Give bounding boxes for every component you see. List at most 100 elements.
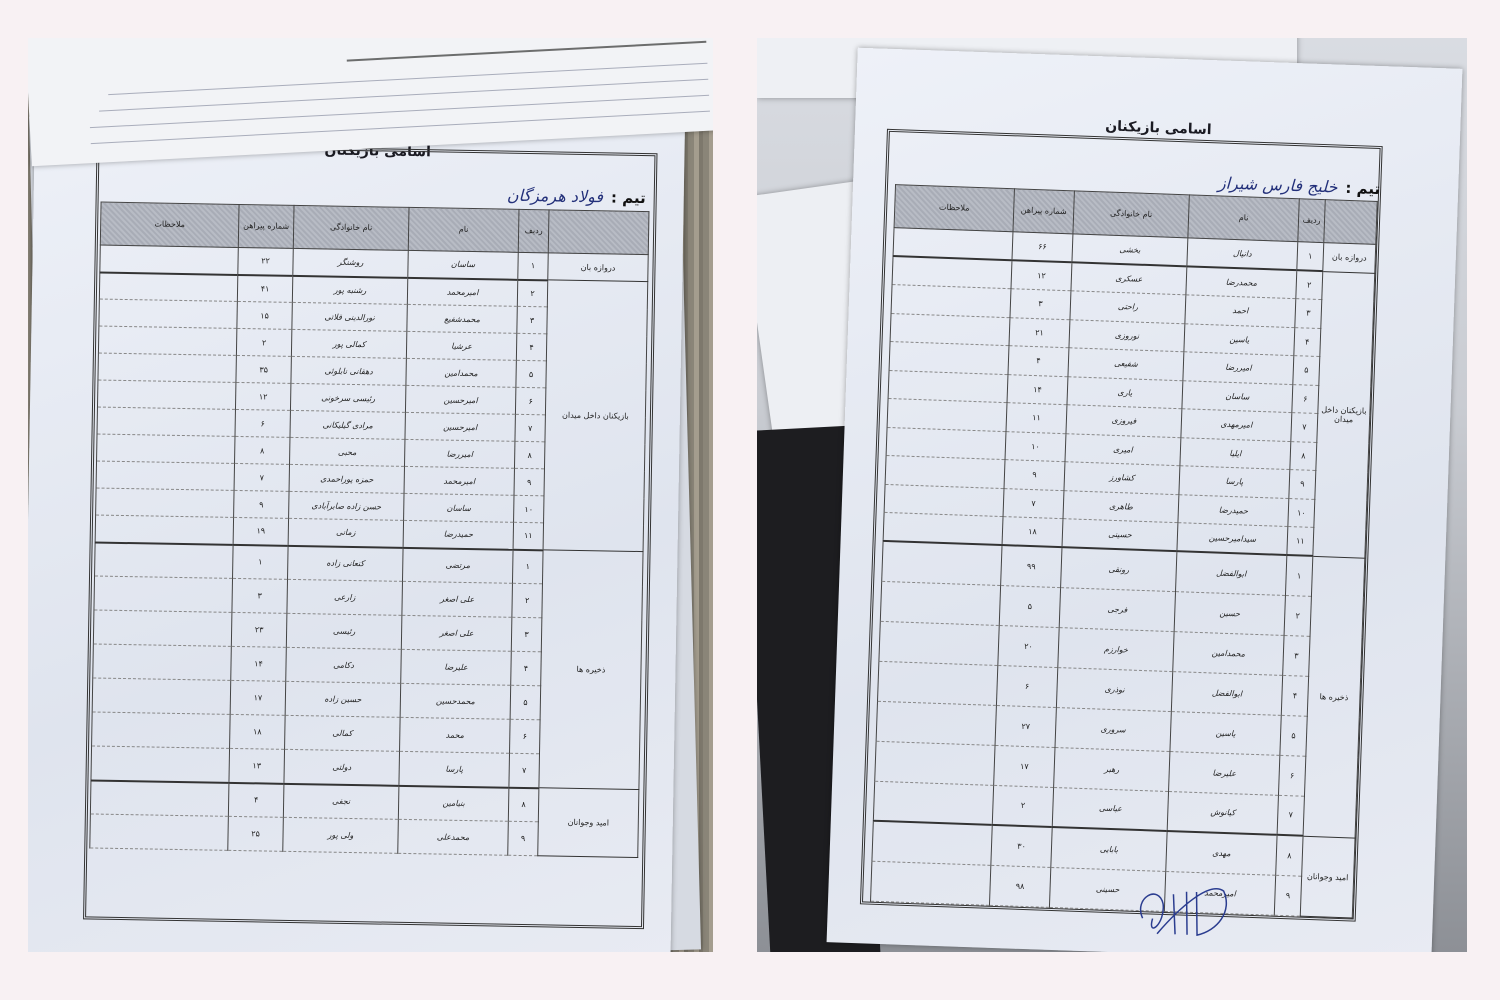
column-header: نام خانوادگی [1072,190,1190,238]
row-number: ۶ [1278,754,1306,796]
column-header: ملاحظات [100,202,240,248]
row-number: ۱۱ [1286,526,1314,556]
notes-cell [889,341,1009,375]
jersey-number: ۳۵ [235,355,292,384]
row-number: ۱۰ [513,495,545,523]
jersey-number: ۷ [1003,488,1064,519]
jersey-number: ۱۱ [1006,402,1067,434]
notes-cell [871,820,993,865]
player-first-name: حمیدرضا [403,520,514,550]
notes-cell [870,860,991,905]
player-last-name: خوارزم [1057,627,1175,672]
player-last-name: رهبر [1053,747,1170,792]
notes-cell [99,245,239,275]
player-first-name: امیررضا [1182,351,1294,385]
jersey-number: ۲۰ [997,625,1060,668]
player-first-name: پارسا [398,751,510,788]
player-first-name: احمد [1184,294,1296,328]
notes-cell [97,380,236,410]
photo-right-roster: اسامی بازیکنان تیم :خلیج فارس شیراز ردیف… [757,38,1467,952]
notes-cell [90,745,230,783]
jersey-number: ۳۰ [990,824,1053,867]
player-last-name: روشنگر [292,248,409,278]
row-number: ۳ [1282,634,1311,676]
notes-cell [888,370,1009,403]
player-first-name: ساسان [403,493,515,523]
player-first-name: امیرمحمد [404,466,515,496]
row-number: ۴ [1293,327,1321,357]
photo-left-roster: اسامی بازیکنان تیم :فولاد هرمزگان ردیف نا… [28,38,713,952]
jersey-number: ۲۵ [227,816,284,852]
player-first-name: محمدامین [405,358,517,388]
player-last-name: دکامی [285,647,402,684]
row-number: ۸ [1275,834,1304,876]
player-first-name: علی اصغر [401,615,512,652]
row-number: ۴ [510,651,542,686]
player-first-name: محمد [399,717,511,754]
roster-sheet: اسامی بازیکنان تیم :خلیج فارس شیراز ردیف… [826,47,1463,952]
jersey-number: ۴۱ [237,274,293,303]
notes-cell [891,284,1011,318]
jersey-number: ۱۰ [1005,431,1066,462]
roster-table: ردیف نام نام خانوادگی شماره پیراهن ملاحظات در… [870,184,1378,918]
notes-cell [890,313,1010,346]
row-number: ۷ [508,753,540,788]
row-number: ۱ [1296,241,1324,272]
player-first-name: امیرحسین [404,412,516,442]
player-first-name: مهدی [1165,830,1278,875]
jersey-number: ۶ [234,409,291,438]
notes-cell [92,677,231,715]
jersey-number: ۲۱ [1008,317,1070,348]
player-last-name: محبی [289,437,405,467]
section-label: دروازه بان [1322,242,1376,273]
player-first-name: کیانوش [1167,791,1279,835]
jersey-number: ۱۵ [236,301,293,330]
section-label: بازیکنان داخل میدان [543,279,648,552]
row-number: ۲ [1295,270,1323,300]
player-last-name: نوروزی [1068,319,1185,352]
player-first-name: یاسین [1169,711,1282,755]
jersey-number: ۲ [236,328,292,357]
player-last-name: فرجی [1059,587,1176,632]
column-header: ردیف [518,209,549,253]
row-number: ۴ [1281,674,1309,716]
column-header [1323,199,1378,245]
row-number: ۸ [508,787,539,822]
signature [1139,888,1228,937]
player-last-name: رشنبه پور [292,275,408,305]
row-number: ۶ [1291,384,1319,414]
row-number: ۱ [512,549,544,584]
jersey-number: ۱۲ [1010,260,1072,291]
team-label: تیم : [610,188,646,208]
jersey-number: ۹ [233,490,290,519]
player-first-name: ابوالفضل [1175,551,1287,595]
roster-sheet: اسامی بازیکنان تیم :فولاد هرمزگان ردیف نا… [28,82,686,952]
notes-cell [892,256,1012,289]
notes-cell [877,660,998,705]
player-last-name: ولی پور [282,817,399,854]
notes-cell [91,711,231,749]
jersey-number: ۱۴ [1007,374,1068,405]
player-last-name: حمزه پوراحمدی [289,464,405,494]
notes-cell [94,542,234,579]
player-first-name: علیرضا [1168,751,1280,795]
row-number: ۲ [517,279,548,307]
notes-cell [873,780,994,825]
notes-cell [95,515,234,545]
player-first-name: امیررضا [404,439,515,469]
notes-cell [893,227,1013,261]
player-first-name: ابوالفضل [1171,671,1283,715]
jersey-number: ۹۸ [989,864,1051,907]
column-header: ملاحظات [894,184,1015,232]
player-first-name: علیرضا [400,649,512,686]
row-number: ۹ [1274,874,1302,916]
player-last-name: نجفی [283,783,399,820]
player-last-name: امیری [1064,433,1181,466]
player-last-name: طاهری [1062,490,1179,523]
jersey-number: ۱ [232,544,289,580]
jersey-number: ۱۷ [993,744,1056,787]
notes-cell [93,609,232,647]
notes-cell [887,398,1008,432]
row-number: ۵ [510,685,541,720]
row-number: ۷ [1290,412,1318,442]
